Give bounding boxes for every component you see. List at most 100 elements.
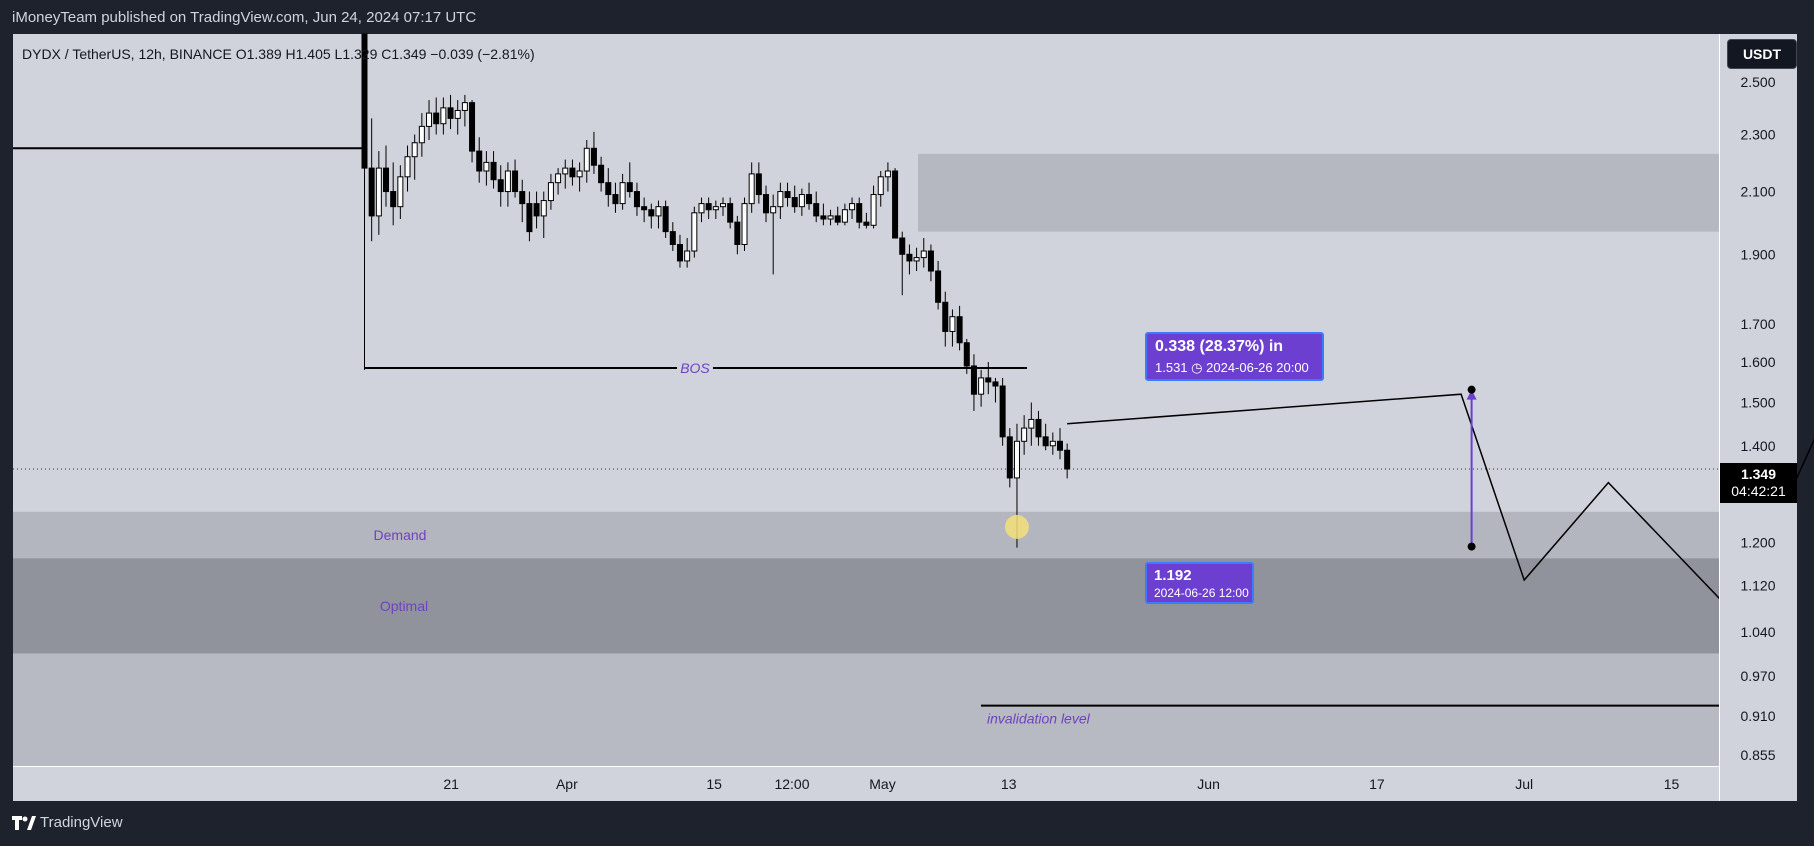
candle-body xyxy=(411,142,418,158)
zones xyxy=(13,153,1719,766)
candle-body xyxy=(877,176,884,196)
candle-body xyxy=(447,107,454,119)
candle-body xyxy=(533,203,540,217)
candle-body xyxy=(841,209,848,223)
candle-body xyxy=(662,206,669,233)
candle-body xyxy=(985,377,992,383)
candle-body xyxy=(935,270,942,303)
measure-label-top[interactable]: 0.338 (28.37%) in 1.531 ◷ 2024-06-26 20:… xyxy=(1145,332,1324,381)
candle-body xyxy=(562,167,569,175)
candle-body xyxy=(555,173,562,184)
candle-body xyxy=(598,164,605,184)
candle-body xyxy=(547,182,554,202)
measure-top-info: 1.531 ◷ 2024-06-26 20:00 xyxy=(1155,360,1309,376)
measure-bottom-point[interactable] xyxy=(1467,542,1476,551)
candle-body xyxy=(612,194,619,205)
price-tick-label: 1.040 xyxy=(1740,624,1775,640)
candle-body xyxy=(526,203,533,233)
candle-body xyxy=(827,215,834,220)
candle-body xyxy=(798,194,805,208)
bos-label: BOS xyxy=(680,360,710,376)
time-tick-label: 15 xyxy=(1664,776,1680,792)
candle-body xyxy=(569,167,576,178)
candle-body xyxy=(763,194,770,214)
candle-body xyxy=(920,250,927,259)
measure-label-bottom[interactable]: 1.192 2024-06-26 12:00 xyxy=(1145,562,1254,604)
price-tick-label: 1.400 xyxy=(1740,438,1775,454)
candle-body xyxy=(626,182,633,193)
measure-top-point[interactable] xyxy=(1467,385,1476,394)
candle-body xyxy=(361,33,368,169)
clock-icon: ◷ xyxy=(1191,360,1203,375)
optimal-zone-label: Optimal xyxy=(380,598,428,614)
time-tick-label: Jul xyxy=(1515,776,1533,792)
time-tick-label: 12:00 xyxy=(774,776,809,792)
candle-body xyxy=(605,182,612,196)
candle-body xyxy=(791,197,798,208)
current-price-tag: 1.349 04:42:21 xyxy=(1720,463,1797,503)
time-tick-label: 17 xyxy=(1369,776,1385,792)
price-tick-label: 1.700 xyxy=(1740,316,1775,332)
tradingview-logo[interactable]: TradingView xyxy=(12,814,123,831)
candle-body xyxy=(1028,418,1035,429)
candle-body xyxy=(720,203,726,208)
candle-body xyxy=(519,191,526,205)
candle-body xyxy=(741,203,748,245)
candle-body xyxy=(504,170,511,193)
measure-tool[interactable] xyxy=(1466,385,1477,551)
candle-body xyxy=(440,107,447,125)
candle-body xyxy=(899,237,906,255)
candle-body xyxy=(777,191,784,208)
price-tick-label: 0.855 xyxy=(1740,747,1775,763)
candle-body xyxy=(1056,440,1063,451)
measure-bottom-price: 1.192 xyxy=(1154,567,1192,584)
candle-body xyxy=(1013,440,1020,479)
bar-countdown: 04:42:21 xyxy=(1731,483,1786,499)
annotations: BOS Demand Optimal invalidation level xyxy=(374,358,1091,727)
candle-body xyxy=(1006,436,1013,479)
candle-body xyxy=(669,231,676,245)
candle-body xyxy=(583,147,590,172)
candle-body xyxy=(942,301,949,332)
currency-button[interactable]: USDT xyxy=(1727,39,1797,69)
candle-body xyxy=(641,206,648,211)
candle-body xyxy=(1049,440,1056,447)
candle-body xyxy=(813,203,820,217)
candle-body xyxy=(727,203,734,223)
price-axis[interactable]: 2.500 2.300 2.100 1.900 1.700 1.600 1.500 1.400… xyxy=(1740,74,1775,763)
candle-body xyxy=(684,250,691,262)
candle-body xyxy=(734,221,741,245)
price-tick-label: 2.100 xyxy=(1740,184,1775,200)
time-tick-label: Apr xyxy=(556,776,578,792)
candle-body xyxy=(906,253,913,262)
candle-body xyxy=(1064,449,1071,470)
measure-change: 0.338 (28.37%) in xyxy=(1155,338,1284,355)
candle-body xyxy=(863,221,870,226)
price-tick-label: 1.200 xyxy=(1740,534,1775,550)
candle-body xyxy=(1042,436,1049,447)
measure-bottom-date: 2024-06-26 12:00 xyxy=(1154,586,1249,600)
candle-body xyxy=(820,215,827,220)
time-tick-label: Jun xyxy=(1197,776,1220,792)
zone-supply xyxy=(918,153,1719,232)
invalidation-label: invalidation level xyxy=(987,711,1091,727)
candle-body xyxy=(956,316,963,344)
price-tick-label: 1.120 xyxy=(1740,578,1775,594)
candle-body xyxy=(512,170,519,193)
publisher-header: iMoneyTeam published on TradingView.com,… xyxy=(12,9,477,26)
tradingview-logo-text: TradingView xyxy=(40,814,123,831)
price-tick-label: 2.500 xyxy=(1740,74,1775,90)
candle-body xyxy=(454,109,461,119)
candle-body xyxy=(691,212,698,252)
measure-top-date: 2024-06-26 20:00 xyxy=(1206,360,1309,375)
candle-body xyxy=(461,102,468,111)
candle-body xyxy=(540,200,547,217)
candle-body xyxy=(397,176,404,208)
price-tick-label: 0.910 xyxy=(1740,708,1775,724)
candle-body xyxy=(884,170,891,178)
candles xyxy=(361,33,1071,548)
time-tick-label: 15 xyxy=(706,776,722,792)
time-tick-label: 13 xyxy=(1001,776,1017,792)
